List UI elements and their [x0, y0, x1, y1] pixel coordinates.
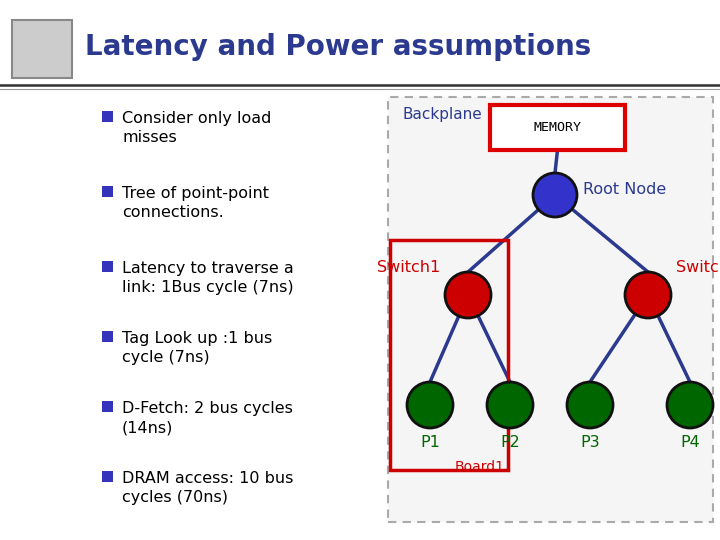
- FancyBboxPatch shape: [102, 186, 113, 197]
- FancyBboxPatch shape: [102, 331, 113, 342]
- Circle shape: [445, 272, 491, 318]
- Circle shape: [667, 382, 713, 428]
- Text: Backplane: Backplane: [403, 107, 482, 122]
- FancyBboxPatch shape: [102, 471, 113, 482]
- Text: Tag Look up :1 bus
cycle (7ns): Tag Look up :1 bus cycle (7ns): [122, 331, 272, 365]
- Circle shape: [533, 173, 577, 217]
- Text: D-Fetch: 2 bus cycles
(14ns): D-Fetch: 2 bus cycles (14ns): [122, 401, 293, 435]
- FancyBboxPatch shape: [102, 261, 113, 272]
- Text: P2: P2: [500, 435, 520, 450]
- Text: MEMORY: MEMORY: [534, 121, 582, 134]
- Text: DRAM access: 10 bus
cycles (70ns): DRAM access: 10 bus cycles (70ns): [122, 471, 293, 505]
- Circle shape: [625, 272, 671, 318]
- FancyBboxPatch shape: [388, 97, 713, 522]
- Text: Consider only load
misses: Consider only load misses: [122, 111, 271, 145]
- Text: P3: P3: [580, 435, 600, 450]
- Circle shape: [487, 382, 533, 428]
- Text: Root Node: Root Node: [583, 183, 666, 198]
- Text: Switch1: Switch1: [377, 260, 440, 275]
- FancyBboxPatch shape: [490, 105, 625, 150]
- Text: Board1: Board1: [455, 460, 505, 474]
- Text: Tree of point-point
connections.: Tree of point-point connections.: [122, 186, 269, 220]
- FancyBboxPatch shape: [102, 401, 113, 412]
- Text: Latency to traverse a
link: 1Bus cycle (7ns): Latency to traverse a link: 1Bus cycle (…: [122, 261, 294, 295]
- Text: Latency and Power assumptions: Latency and Power assumptions: [85, 33, 591, 61]
- FancyBboxPatch shape: [102, 111, 113, 122]
- FancyBboxPatch shape: [12, 20, 72, 78]
- Circle shape: [567, 382, 613, 428]
- Text: Switch2: Switch2: [676, 260, 720, 275]
- Text: P4: P4: [680, 435, 700, 450]
- Text: P1: P1: [420, 435, 440, 450]
- Circle shape: [407, 382, 453, 428]
